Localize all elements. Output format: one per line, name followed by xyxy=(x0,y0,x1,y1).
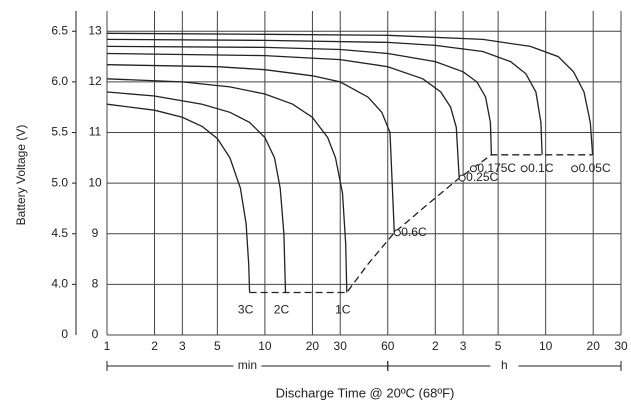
curve-label: 3C xyxy=(238,303,254,317)
y2-tick-label: 12 xyxy=(88,74,102,88)
cutoff-line xyxy=(249,154,593,294)
discharge-curve xyxy=(106,64,395,233)
y2-tick-label: 8 xyxy=(92,277,99,291)
x-tick-label: 3 xyxy=(179,339,186,353)
y-axis-label: Battery Voltage (V) xyxy=(14,125,28,226)
x-tick-label: 30 xyxy=(614,339,628,353)
curve-end-marker xyxy=(571,165,579,173)
discharge-curve xyxy=(106,52,460,179)
x-tick-label: 2 xyxy=(151,339,158,353)
unit-label: min xyxy=(238,358,257,372)
discharge-curve xyxy=(106,103,251,293)
curve-label: 2C xyxy=(274,303,290,317)
y2-break-label: 0 xyxy=(92,327,99,341)
discharge-curve xyxy=(106,38,543,155)
y2-tick-label: 10 xyxy=(88,175,102,189)
x-tick-label: 5 xyxy=(495,339,502,353)
discharge-curve xyxy=(106,91,287,293)
y-tick-label: 4.0 xyxy=(51,277,68,291)
y2-tick-label: 13 xyxy=(88,23,102,37)
curve-label: 0.175C xyxy=(477,161,516,175)
y-tick-label: 6.5 xyxy=(51,23,68,37)
unit-label-bg xyxy=(490,359,519,373)
x-tick-label: 1 xyxy=(104,339,111,353)
x-tick-label: 3 xyxy=(460,339,467,353)
x-tick-label: 20 xyxy=(306,339,320,353)
curve-end-marker xyxy=(520,165,528,173)
y-tick-label: 6.0 xyxy=(51,74,68,88)
unit-label-bg xyxy=(233,359,262,373)
y-tick-label: 4.5 xyxy=(51,226,68,240)
x-tick-label: 10 xyxy=(258,339,272,353)
curve-end-marker xyxy=(458,174,466,182)
x-tick-label: 5 xyxy=(214,339,221,353)
curve-label: 0.25C xyxy=(466,170,498,184)
y-tick-label: 5.0 xyxy=(51,175,68,189)
y2-tick-label: 11 xyxy=(89,125,102,139)
x-tick-label: 30 xyxy=(334,339,348,353)
x-tick-label: 60 xyxy=(381,339,395,353)
unit-label: h xyxy=(501,358,508,372)
x-axis-label: Discharge Time @ 20ºC (68ºF) xyxy=(276,385,455,400)
discharge-curve xyxy=(106,78,348,293)
curve-end-marker xyxy=(393,229,401,237)
curve-label: 0.1C xyxy=(528,161,554,175)
curve-label: 0.05C xyxy=(579,161,611,175)
y-tick-label: 5.5 xyxy=(51,125,68,139)
x-tick-label: 10 xyxy=(539,339,553,353)
discharge-curve xyxy=(106,32,594,155)
curve-label: 0.6C xyxy=(401,225,427,239)
y2-tick-label: 9 xyxy=(92,226,99,240)
x-tick-label: 20 xyxy=(587,339,601,353)
x-tick-label: 2 xyxy=(432,339,439,353)
discharge-curve xyxy=(106,45,493,155)
curve-end-marker xyxy=(469,165,477,173)
curve-label: 1C xyxy=(335,303,351,317)
y-break-label: 0 xyxy=(61,327,68,341)
